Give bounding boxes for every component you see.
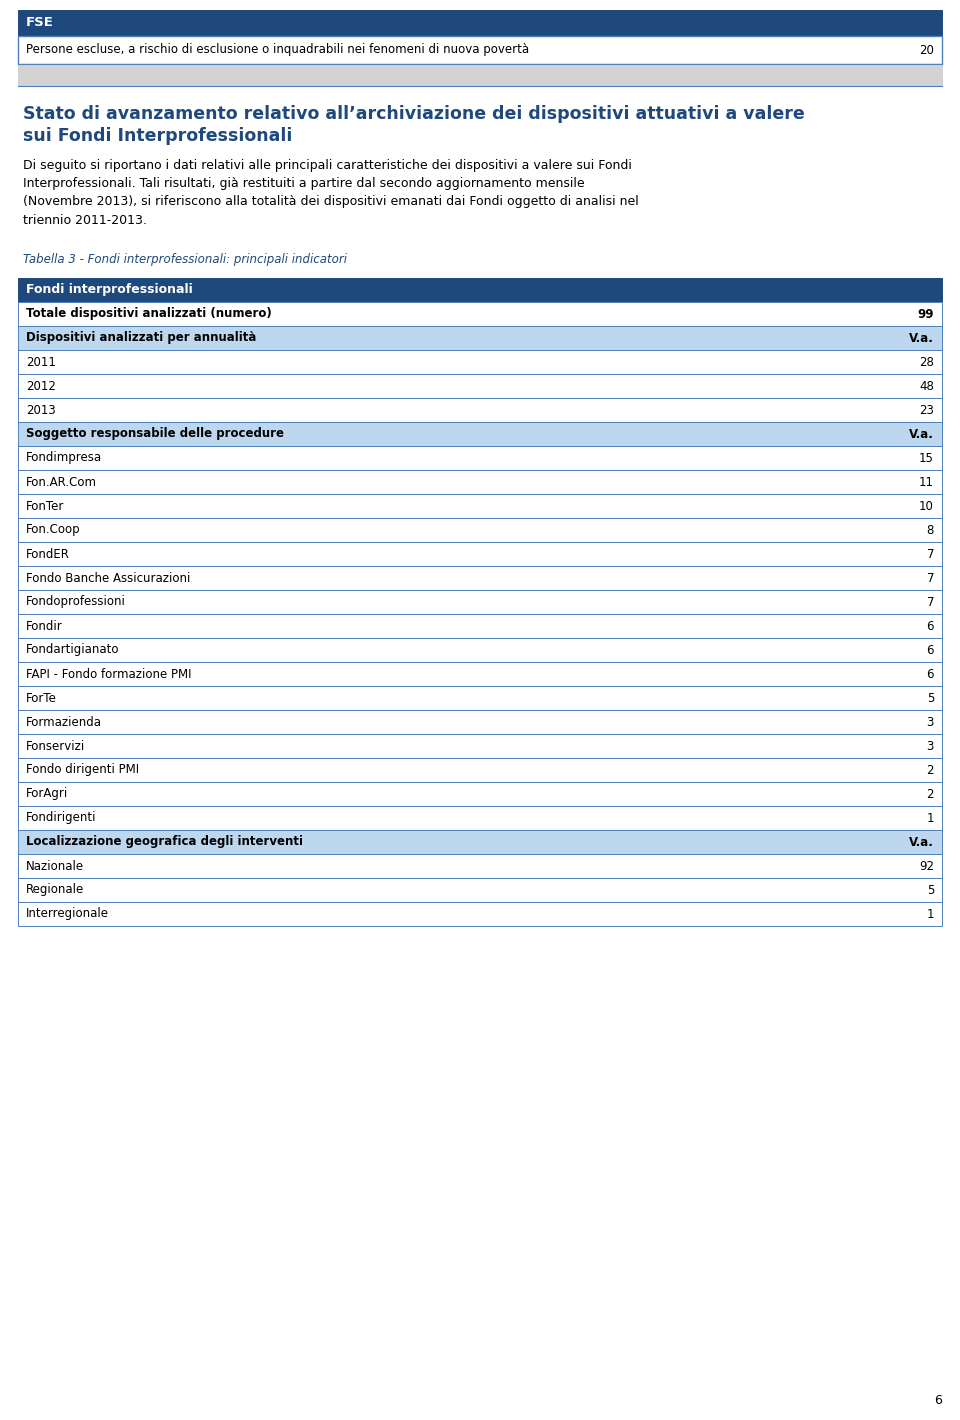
- Text: Tabella 3 - Fondi interprofessionali: principali indicatori: Tabella 3 - Fondi interprofessionali: pr…: [23, 254, 347, 267]
- Bar: [18, 831, 942, 853]
- Bar: [18, 10, 942, 36]
- Text: Fon.Coop: Fon.Coop: [26, 524, 81, 537]
- Text: Fondartigianato: Fondartigianato: [26, 643, 119, 656]
- Bar: [18, 710, 942, 734]
- Bar: [18, 638, 942, 662]
- Text: V.a.: V.a.: [909, 427, 934, 440]
- Text: sui Fondi Interprofessionali: sui Fondi Interprofessionali: [23, 126, 293, 145]
- Bar: [18, 422, 942, 446]
- Bar: [18, 36, 942, 64]
- Text: 23: 23: [919, 403, 934, 416]
- Bar: [18, 807, 942, 831]
- Text: triennio 2011-2013.: triennio 2011-2013.: [23, 213, 147, 227]
- Text: Fondo Banche Assicurazioni: Fondo Banche Assicurazioni: [26, 571, 190, 585]
- Text: 5: 5: [926, 883, 934, 896]
- Bar: [18, 542, 942, 567]
- Text: 92: 92: [919, 859, 934, 872]
- Text: 6: 6: [926, 667, 934, 680]
- Text: 7: 7: [926, 548, 934, 561]
- Text: 1: 1: [926, 907, 934, 920]
- Text: 99: 99: [918, 308, 934, 321]
- Bar: [18, 878, 942, 902]
- Bar: [18, 278, 942, 302]
- Text: Fondir: Fondir: [26, 619, 62, 632]
- Text: FAPI - Fondo formazione PMI: FAPI - Fondo formazione PMI: [26, 667, 191, 680]
- Bar: [18, 902, 942, 926]
- Text: Persone escluse, a rischio di esclusione o inquadrabili nei fenomeni di nuova po: Persone escluse, a rischio di esclusione…: [26, 44, 529, 57]
- Text: 2013: 2013: [26, 403, 56, 416]
- Bar: [18, 782, 942, 807]
- Text: 7: 7: [926, 571, 934, 585]
- Bar: [18, 327, 942, 349]
- Text: Fon.AR.Com: Fon.AR.Com: [26, 476, 97, 488]
- Bar: [18, 349, 942, 373]
- Text: 20: 20: [919, 44, 934, 57]
- Text: Totale dispositivi analizzati (numero): Totale dispositivi analizzati (numero): [26, 308, 272, 321]
- Text: 2: 2: [926, 764, 934, 777]
- Bar: [18, 470, 942, 494]
- Bar: [18, 589, 942, 613]
- Text: V.a.: V.a.: [909, 835, 934, 849]
- Text: Fondimpresa: Fondimpresa: [26, 452, 102, 464]
- Bar: [18, 518, 942, 542]
- Text: Nazionale: Nazionale: [26, 859, 84, 872]
- Text: 2011: 2011: [26, 355, 56, 369]
- Text: 6: 6: [926, 643, 934, 656]
- Bar: [18, 613, 942, 638]
- Text: Di seguito si riportano i dati relativi alle principali caratteristiche dei disp: Di seguito si riportano i dati relativi …: [23, 159, 632, 172]
- Text: Fondoprofessioni: Fondoprofessioni: [26, 595, 126, 609]
- Text: (Novembre 2013), si riferiscono alla totalità dei dispositivi emanati dai Fondi : (Novembre 2013), si riferiscono alla tot…: [23, 196, 638, 209]
- Text: Fonservizi: Fonservizi: [26, 740, 85, 753]
- Text: 48: 48: [919, 379, 934, 392]
- Text: V.a.: V.a.: [909, 331, 934, 345]
- Text: FonTer: FonTer: [26, 500, 64, 513]
- Text: 8: 8: [926, 524, 934, 537]
- Bar: [18, 64, 942, 87]
- Bar: [18, 446, 942, 470]
- Text: ForAgri: ForAgri: [26, 788, 68, 801]
- Bar: [18, 662, 942, 686]
- Text: 1: 1: [926, 811, 934, 825]
- Text: 3: 3: [926, 740, 934, 753]
- Text: 5: 5: [926, 692, 934, 704]
- Text: Formazienda: Formazienda: [26, 716, 102, 728]
- Text: 2: 2: [926, 788, 934, 801]
- Bar: [18, 758, 942, 782]
- Text: 6: 6: [926, 619, 934, 632]
- Bar: [18, 494, 942, 518]
- Text: Fondi interprofessionali: Fondi interprofessionali: [26, 284, 193, 297]
- Text: 3: 3: [926, 716, 934, 728]
- Bar: [18, 734, 942, 758]
- Text: 2012: 2012: [26, 379, 56, 392]
- Text: Soggetto responsabile delle procedure: Soggetto responsabile delle procedure: [26, 427, 284, 440]
- Text: Fondirigenti: Fondirigenti: [26, 811, 97, 825]
- Text: 7: 7: [926, 595, 934, 609]
- Bar: [18, 373, 942, 398]
- Text: 10: 10: [919, 500, 934, 513]
- Text: FSE: FSE: [26, 17, 54, 30]
- Text: Regionale: Regionale: [26, 883, 84, 896]
- Text: Dispositivi analizzati per annualità: Dispositivi analizzati per annualità: [26, 331, 256, 345]
- Text: Interprofessionali. Tali risultati, già restituiti a partire dal secondo aggiorn: Interprofessionali. Tali risultati, già …: [23, 178, 585, 190]
- Text: Localizzazione geografica degli interventi: Localizzazione geografica degli interven…: [26, 835, 303, 849]
- Bar: [18, 398, 942, 422]
- Text: FondER: FondER: [26, 548, 70, 561]
- Text: 15: 15: [919, 452, 934, 464]
- Bar: [18, 567, 942, 589]
- Bar: [18, 686, 942, 710]
- Text: 6: 6: [934, 1393, 942, 1406]
- Text: Interregionale: Interregionale: [26, 907, 109, 920]
- Bar: [18, 302, 942, 327]
- Bar: [18, 853, 942, 878]
- Text: Stato di avanzamento relativo all’archiviazione dei dispositivi attuativi a vale: Stato di avanzamento relativo all’archiv…: [23, 105, 804, 124]
- Text: Fondo dirigenti PMI: Fondo dirigenti PMI: [26, 764, 139, 777]
- Text: 28: 28: [919, 355, 934, 369]
- Text: ForTe: ForTe: [26, 692, 57, 704]
- Text: 11: 11: [919, 476, 934, 488]
